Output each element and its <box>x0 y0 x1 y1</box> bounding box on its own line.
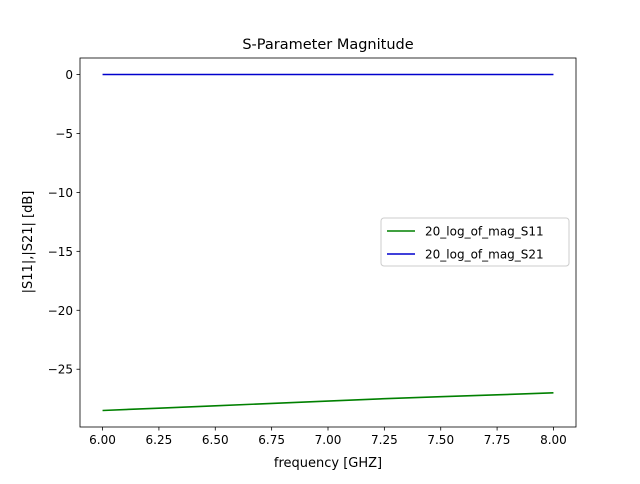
y-tick-label: −10 <box>48 186 73 200</box>
legend-label-1: 20_log_of_mag_S11 <box>425 225 544 239</box>
plot-area: 6.00 6.25 6.50 6.75 7.00 7.25 7.50 7.75 8.00 0 −5 −… <box>48 57 577 447</box>
x-tick-label: 7.00 <box>315 433 342 447</box>
x-tick-label: 6.50 <box>202 433 229 447</box>
chart-title: S-Parameter Magnitude <box>242 37 413 53</box>
y-tick-label: −15 <box>48 245 73 259</box>
legend-box <box>380 217 570 267</box>
x-tick-label: 7.25 <box>371 433 398 447</box>
series-line-1 <box>102 392 554 412</box>
y-axis-label: |S11|,|S21| [dB] <box>21 191 36 294</box>
x-tick-label: 7.50 <box>427 433 454 447</box>
y-tick-label: 0 <box>65 68 73 82</box>
y-tick-label: −20 <box>48 304 73 318</box>
x-tick-label: 8.00 <box>540 433 567 447</box>
legend-label-2: 20_log_of_mag_S21 <box>425 248 544 262</box>
y-tick-label: −5 <box>55 127 73 141</box>
x-tick-label: 6.00 <box>89 433 116 447</box>
x-tick-label: 6.75 <box>258 433 285 447</box>
y-tick-label: −25 <box>48 363 73 377</box>
x-tick-label: 6.25 <box>146 433 173 447</box>
x-tick-label: 7.75 <box>484 433 511 447</box>
x-axis-label: frequency [GHZ] <box>274 456 382 471</box>
